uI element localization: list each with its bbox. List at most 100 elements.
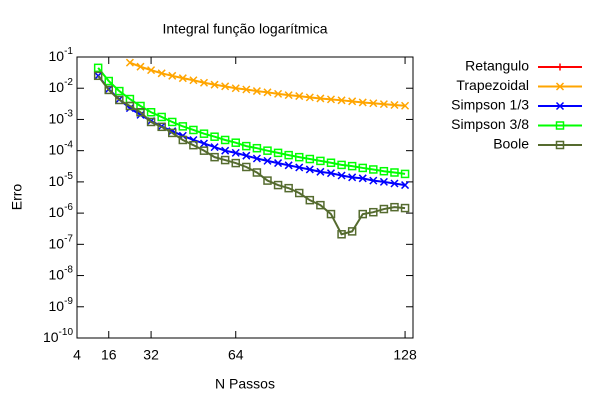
point [168, 71, 177, 80]
point [210, 80, 219, 89]
marker [379, 166, 389, 176]
marker [242, 85, 251, 94]
legend-marker [555, 121, 565, 130]
point [157, 112, 166, 122]
marker [337, 160, 346, 170]
point [390, 179, 399, 188]
marker [305, 93, 314, 102]
marker [305, 195, 315, 205]
point [284, 150, 293, 160]
marker [167, 117, 177, 127]
marker [379, 204, 389, 214]
marker [263, 156, 272, 165]
marker [358, 163, 367, 173]
y-tick-label: 10-2 [49, 77, 74, 95]
point [358, 174, 367, 183]
marker [316, 156, 325, 166]
marker [93, 71, 103, 81]
point [104, 76, 113, 86]
x-tick-label: 128 [393, 347, 417, 363]
marker [136, 110, 145, 119]
marker [231, 148, 240, 157]
point [305, 154, 315, 164]
marker [157, 122, 166, 132]
marker [369, 165, 378, 174]
point [242, 151, 251, 160]
point [220, 155, 230, 165]
marker [199, 146, 209, 155]
point [358, 98, 367, 107]
marker [369, 176, 378, 185]
point [348, 97, 357, 106]
legend-marker [555, 140, 565, 150]
marker [104, 85, 113, 95]
marker [555, 121, 565, 130]
point [326, 95, 336, 104]
point [401, 101, 410, 110]
marker [337, 230, 346, 239]
marker [210, 80, 219, 89]
x-axis-label: N Passos [215, 376, 275, 392]
point [231, 158, 240, 168]
legend-marker [555, 82, 565, 91]
y-tick-label: 10-6 [49, 202, 74, 220]
point [125, 101, 135, 111]
point [93, 63, 103, 73]
point [369, 176, 378, 185]
point [358, 163, 367, 173]
point [125, 58, 134, 67]
marker [189, 76, 198, 85]
marker [358, 209, 367, 219]
marker [252, 143, 262, 153]
marker [104, 76, 113, 86]
marker [284, 91, 293, 100]
point [252, 143, 262, 153]
y-tick-label: 10-1 [49, 46, 74, 64]
marker [555, 82, 565, 91]
marker [136, 62, 145, 71]
marker [210, 132, 219, 141]
marker [189, 125, 198, 135]
marker [273, 180, 283, 190]
marker [167, 128, 177, 138]
marker [390, 168, 399, 177]
marker [252, 87, 261, 96]
point [400, 169, 410, 179]
point [326, 209, 336, 219]
point [210, 143, 219, 152]
point [189, 140, 198, 150]
point [104, 85, 113, 95]
marker [294, 188, 304, 198]
point [316, 156, 325, 166]
marker [337, 96, 346, 105]
marker [178, 74, 187, 83]
marker [348, 173, 357, 182]
x-tick-label: 32 [143, 347, 159, 363]
marker [242, 151, 251, 160]
point [210, 132, 219, 141]
marker [220, 135, 230, 145]
y-tick-label: 10-8 [49, 264, 74, 282]
marker [263, 176, 272, 185]
y-tick-label: 10-9 [49, 295, 74, 313]
marker [115, 95, 124, 105]
y-axis-label: Erro [9, 184, 25, 211]
point [273, 180, 283, 190]
marker [220, 155, 230, 165]
marker [294, 152, 304, 162]
marker [273, 148, 283, 158]
marker [146, 117, 156, 127]
marker [210, 152, 219, 162]
marker [316, 200, 325, 210]
marker [390, 100, 399, 110]
point [347, 227, 357, 236]
marker [348, 97, 357, 106]
legend-label: Simpson 1/3 [451, 97, 529, 113]
point [305, 195, 315, 205]
point [242, 141, 251, 151]
point [390, 100, 399, 110]
marker [125, 101, 135, 111]
point [316, 167, 325, 176]
point [252, 168, 262, 177]
point [199, 129, 209, 138]
